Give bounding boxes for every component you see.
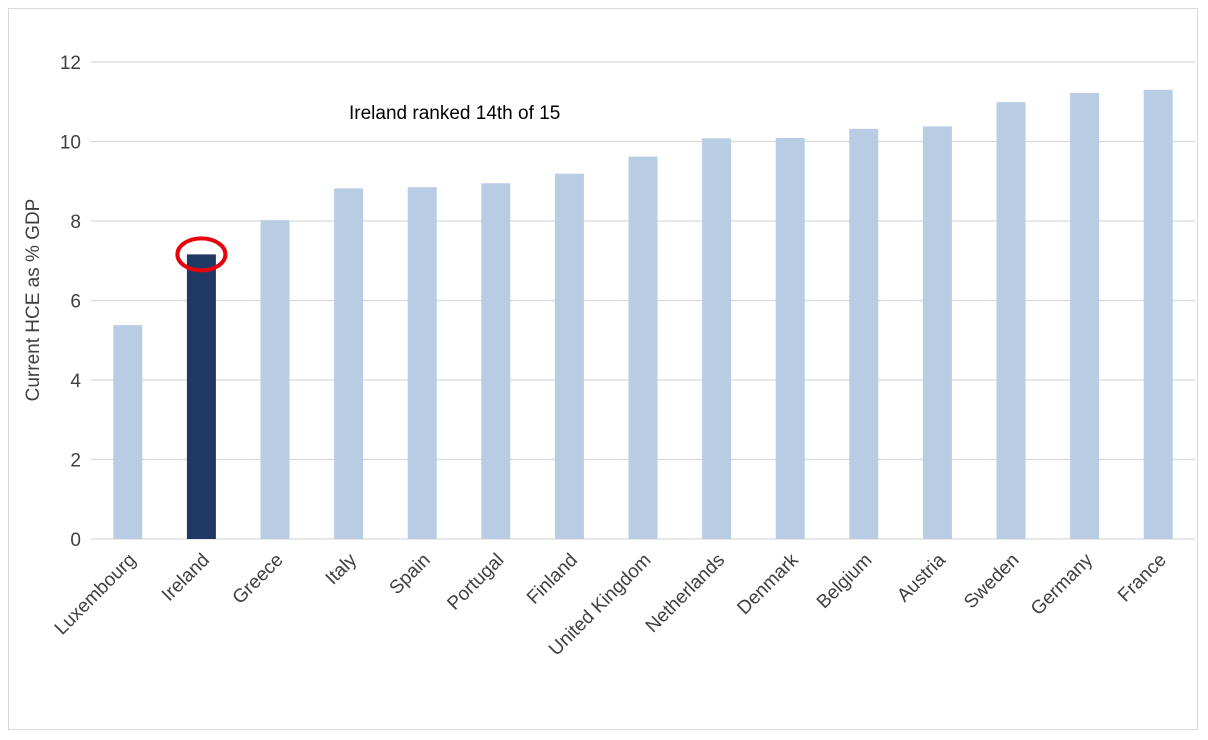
category-label: Belgium bbox=[813, 550, 876, 613]
category-label: Sweden bbox=[960, 550, 1023, 613]
bar-luxembourg bbox=[113, 325, 143, 539]
category-label: Portugal bbox=[443, 550, 508, 615]
bar-finland bbox=[554, 173, 584, 539]
category-label: Ireland bbox=[158, 550, 214, 606]
bar-chart: 0 2 4 6 8 10 12 Luxembourg Ireland Greece Italy Sp… bbox=[23, 53, 1195, 660]
category-label: France bbox=[1114, 550, 1171, 607]
category-label: Netherlands bbox=[642, 550, 729, 637]
category-label: Austria bbox=[893, 549, 950, 606]
category-label: Finland bbox=[523, 550, 582, 609]
category-label: Luxembourg bbox=[51, 550, 141, 640]
highlight-circle bbox=[175, 236, 228, 273]
category-label: Greece bbox=[229, 550, 288, 609]
y-tick-label: 0 bbox=[70, 530, 81, 551]
bar-denmark bbox=[775, 137, 805, 540]
bar-portugal bbox=[481, 183, 511, 540]
bars bbox=[113, 89, 1173, 540]
bar-italy bbox=[334, 188, 364, 539]
chart-frame: 0 2 4 6 8 10 12 Luxembourg Ireland Greece Italy Sp… bbox=[8, 8, 1198, 730]
bar-sweden bbox=[996, 102, 1026, 540]
category-label: Spain bbox=[386, 550, 435, 599]
bar-united-kingdom bbox=[628, 156, 658, 540]
y-tick-label: 6 bbox=[70, 292, 81, 313]
bar-netherlands bbox=[702, 138, 732, 539]
y-tick-labels: 0 2 4 6 8 10 12 bbox=[60, 53, 82, 551]
y-tick-label: 2 bbox=[70, 451, 81, 472]
y-tick-label: 8 bbox=[70, 212, 81, 233]
bar-france bbox=[1143, 89, 1173, 539]
category-labels: Luxembourg Ireland Greece Italy Spain Portuga… bbox=[51, 549, 1171, 660]
y-tick-label: 12 bbox=[60, 53, 81, 74]
bar-austria bbox=[922, 126, 952, 540]
y-tick-label: 10 bbox=[60, 133, 81, 154]
bar-spain bbox=[407, 187, 437, 539]
bar-ireland bbox=[186, 254, 216, 539]
annotation-text: Ireland ranked 14th of 15 bbox=[349, 103, 560, 124]
bar-germany bbox=[1070, 93, 1100, 539]
bar-greece bbox=[260, 220, 290, 539]
y-axis-title: Current HCE as % GDP bbox=[23, 199, 44, 402]
category-label: Denmark bbox=[733, 549, 803, 619]
category-label: Germany bbox=[1027, 549, 1097, 619]
category-label: Italy bbox=[322, 549, 362, 589]
bar-belgium bbox=[849, 128, 879, 539]
y-tick-label: 4 bbox=[70, 371, 81, 392]
